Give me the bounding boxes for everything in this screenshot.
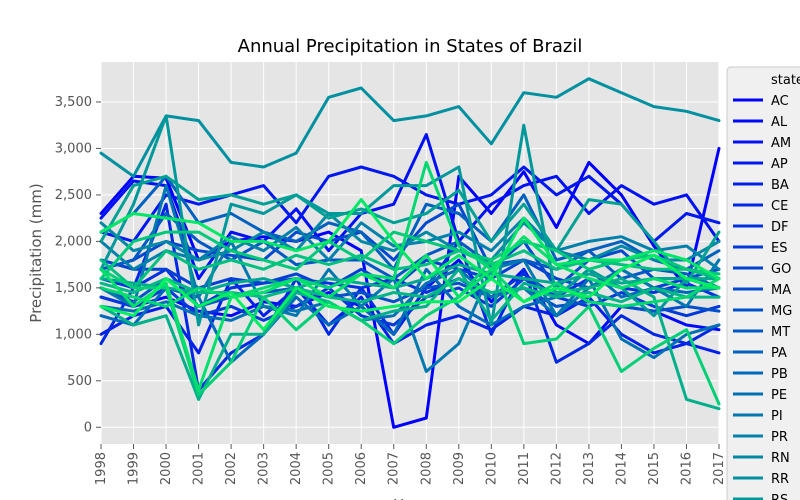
series-line-am xyxy=(99,133,721,281)
legend-label: MG xyxy=(771,304,792,319)
legend-label: CE xyxy=(771,199,788,214)
y-tick-label: 3,500 xyxy=(55,95,92,110)
series-line-ac2 xyxy=(99,230,721,281)
x-tick-label: 2006 xyxy=(354,452,369,485)
legend-label: AM xyxy=(771,136,791,151)
series-line-pe xyxy=(99,267,721,360)
x-tick-label: 2016 xyxy=(679,452,694,485)
series-line-to xyxy=(99,249,721,290)
y-tick-label: 3,000 xyxy=(55,141,92,156)
legend-box xyxy=(726,66,800,500)
legend-label: RN xyxy=(771,451,790,466)
x-tick-label: 2011 xyxy=(517,452,532,485)
series-line-to2 xyxy=(99,198,721,281)
x-tick-label: 2009 xyxy=(452,452,467,485)
legend-label: BA xyxy=(771,178,789,193)
series-line-sc2 xyxy=(99,235,721,392)
legend-label: AL xyxy=(771,115,788,130)
legend-label: AC xyxy=(771,94,789,109)
x-tick-label: 2015 xyxy=(647,452,662,485)
x-tick-label: 2013 xyxy=(582,452,597,485)
series-line-pr xyxy=(99,216,721,271)
x-tick-label: 2017 xyxy=(712,452,727,485)
series-line-es xyxy=(99,277,721,327)
legend-label: GO xyxy=(771,262,791,277)
series-line-sp xyxy=(99,277,721,304)
series-line-rs2 xyxy=(99,160,721,308)
legend-label: RS xyxy=(771,493,788,500)
x-tick-label: 2007 xyxy=(387,452,402,485)
y-tick-label: 2,000 xyxy=(55,234,92,249)
x-tick-label: 2010 xyxy=(484,452,499,485)
legend-label: MA xyxy=(771,283,791,298)
legend-label: PE xyxy=(771,388,787,403)
x-tick-label: 2005 xyxy=(322,452,337,485)
series-line-rr xyxy=(99,77,721,178)
legend-title: state xyxy=(771,73,800,88)
x-tick-label: 2012 xyxy=(549,452,564,485)
legend-label: PR xyxy=(771,430,788,445)
x-tick-label: 1998 xyxy=(94,452,109,485)
x-axis-label: Year xyxy=(393,496,427,500)
series-lines xyxy=(99,77,721,429)
y-tick-label: 500 xyxy=(67,374,92,389)
y-tick-label: 0 xyxy=(84,420,92,435)
y-tick-label: 2,500 xyxy=(55,188,92,203)
x-tick-label: 2014 xyxy=(614,452,629,485)
x-tick-label: 2003 xyxy=(257,452,272,485)
x-tick-label: 2004 xyxy=(289,452,304,485)
legend-label: MT xyxy=(771,325,790,340)
legend-label: PA xyxy=(771,346,787,361)
chart-title: Annual Precipitation in States of Brazil xyxy=(238,36,583,57)
legend-label: DF xyxy=(771,220,789,235)
y-tick-label: 1,500 xyxy=(55,281,92,296)
series-line-rn xyxy=(99,212,721,262)
series-line-sp2 xyxy=(99,253,721,332)
x-tick-label: 2001 xyxy=(192,452,207,485)
legend-label: PI xyxy=(771,409,783,424)
legend-label: AP xyxy=(771,157,788,172)
legend-label: RR xyxy=(771,472,789,487)
y-tick-label: 1,000 xyxy=(55,327,92,342)
x-tick-label: 2008 xyxy=(419,452,434,485)
x-tick-label: 2002 xyxy=(224,452,239,485)
series-line-se2 xyxy=(99,258,721,406)
x-tick-label: 2000 xyxy=(159,452,174,485)
x-tick-label: 1999 xyxy=(127,452,142,485)
x-axis-ticks: 1998 1999 2000 2001 2002 2003 2004 2005 2006 2007… xyxy=(94,444,727,485)
y-axis-ticks: 0 500 1,000 1,500 2,000 2,500 3,000 3,500 xyxy=(55,95,101,435)
legend: state AC AL AM AP BA CE DF ES GO MA MG MT PA PB PE PI PR… xyxy=(726,66,800,500)
y-axis-label: Precipitation (mm) xyxy=(27,183,45,322)
legend-label: ES xyxy=(771,241,787,256)
legend-label: PB xyxy=(771,367,788,382)
